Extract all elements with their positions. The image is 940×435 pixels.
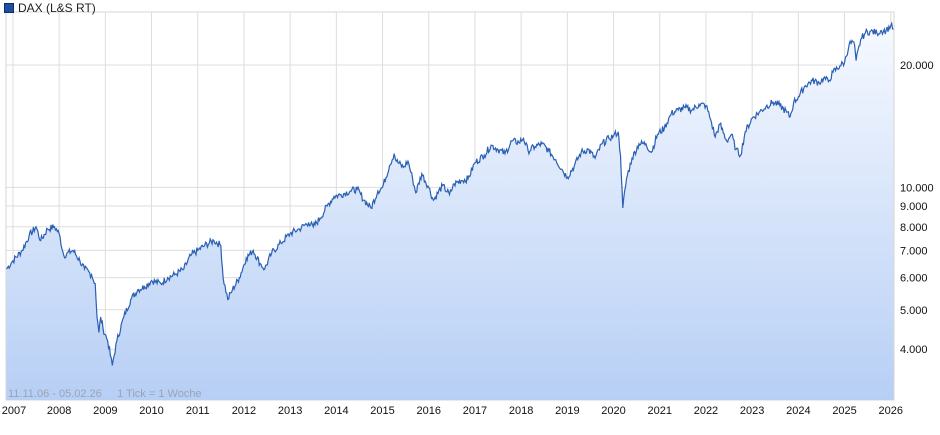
y-tick-label: 20.000 <box>900 60 934 72</box>
x-tick-label: 2008 <box>47 405 71 417</box>
y-tick-label: 7.000 <box>900 245 928 257</box>
legend-swatch <box>4 3 14 13</box>
x-tick-label: 2018 <box>509 405 533 417</box>
legend-label: DAX (L&S RT) <box>18 1 96 15</box>
x-tick-label: 2020 <box>601 405 625 417</box>
x-tick-label: 2012 <box>232 405 256 417</box>
y-tick-label: 9.000 <box>900 201 928 213</box>
x-tick-label: 2015 <box>370 405 394 417</box>
y-tick-label: 6.000 <box>900 273 928 285</box>
x-tick-label: 2019 <box>555 405 579 417</box>
footer-info: 11.11.06 - 05.02.26 1 Tick = 1 Woche <box>8 388 202 400</box>
x-tick-label: 2024 <box>786 405 810 417</box>
x-tick-label: 2009 <box>93 405 117 417</box>
x-tick-label: 2022 <box>694 405 718 417</box>
price-line <box>6 21 894 366</box>
x-tick-label: 2025 <box>832 405 856 417</box>
y-tick-label: 5.000 <box>900 305 928 317</box>
price-area <box>6 23 894 401</box>
x-tick-label: 2026 <box>879 405 903 417</box>
legend: DAX (L&S RT) <box>4 1 96 15</box>
x-tick-label: 2017 <box>463 405 487 417</box>
tick-interval: 1 Tick = 1 Woche <box>117 388 202 400</box>
y-tick-label: 8.000 <box>900 222 928 234</box>
y-axis: 4.000 5.000 6.000 7.000 8.000 9.000 10.000 20.0… <box>900 60 934 356</box>
date-range: 11.11.06 - 05.02.26 <box>8 388 102 400</box>
x-tick-label: 2021 <box>648 405 672 417</box>
x-tick-label: 2013 <box>278 405 302 417</box>
x-tick-label: 2014 <box>324 405 348 417</box>
x-tick-label: 2010 <box>139 405 163 417</box>
y-tick-label: 4.000 <box>900 344 928 356</box>
x-tick-label: 2016 <box>417 405 441 417</box>
x-tick-label: 2023 <box>740 405 764 417</box>
x-axis: 2007 2008 2009 2010 2011 2012 2013 2014 2015 2016… <box>2 405 903 417</box>
x-tick-label: 2007 <box>2 405 26 417</box>
y-tick-label: 10.000 <box>900 182 934 194</box>
x-tick-label: 2011 <box>186 405 210 417</box>
